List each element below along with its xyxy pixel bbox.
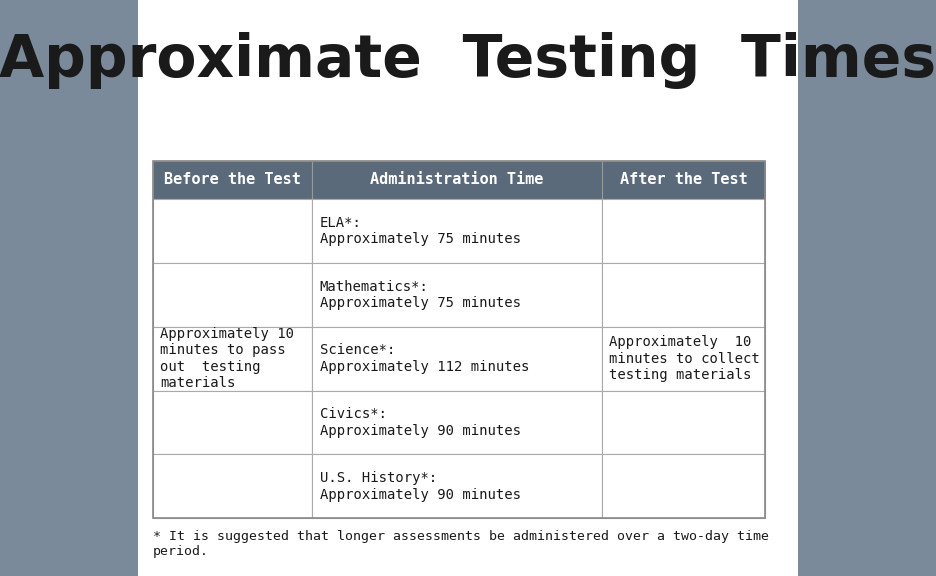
- Bar: [313, 199, 602, 263]
- Text: Approximate  Testing  Times: Approximate Testing Times: [0, 32, 936, 89]
- Bar: [602, 454, 765, 518]
- Bar: [153, 161, 765, 518]
- Text: * It is suggested that longer assessments be administered over a two-day time
pe: * It is suggested that longer assessment…: [153, 530, 769, 558]
- Bar: [313, 161, 602, 199]
- Bar: [153, 199, 313, 263]
- Bar: [153, 391, 313, 454]
- Text: Administration Time: Administration Time: [371, 172, 544, 188]
- Bar: [313, 391, 602, 454]
- Bar: [153, 161, 313, 199]
- Text: ELA*:
Approximately 75 minutes: ELA*: Approximately 75 minutes: [319, 215, 520, 246]
- FancyBboxPatch shape: [139, 0, 797, 576]
- Text: Civics*:
Approximately 90 minutes: Civics*: Approximately 90 minutes: [319, 407, 520, 438]
- Text: U.S. History*:
Approximately 90 minutes: U.S. History*: Approximately 90 minutes: [319, 471, 520, 502]
- Bar: [313, 263, 602, 327]
- Bar: [313, 454, 602, 518]
- Bar: [602, 161, 765, 199]
- Text: Mathematics*:
Approximately 75 minutes: Mathematics*: Approximately 75 minutes: [319, 279, 520, 310]
- Text: Approximately 10
minutes to pass
out  testing
materials: Approximately 10 minutes to pass out tes…: [160, 327, 294, 390]
- Bar: [602, 391, 765, 454]
- Bar: [313, 327, 602, 391]
- Bar: [602, 199, 765, 263]
- Bar: [153, 263, 313, 327]
- Text: After the Test: After the Test: [620, 172, 747, 188]
- Bar: [602, 327, 765, 391]
- Bar: [602, 263, 765, 327]
- Bar: [153, 327, 313, 391]
- Text: Approximately  10
minutes to collect
testing materials: Approximately 10 minutes to collect test…: [609, 335, 760, 382]
- Text: Before the Test: Before the Test: [164, 172, 301, 188]
- Bar: [153, 454, 313, 518]
- Text: Science*:
Approximately 112 minutes: Science*: Approximately 112 minutes: [319, 343, 529, 374]
